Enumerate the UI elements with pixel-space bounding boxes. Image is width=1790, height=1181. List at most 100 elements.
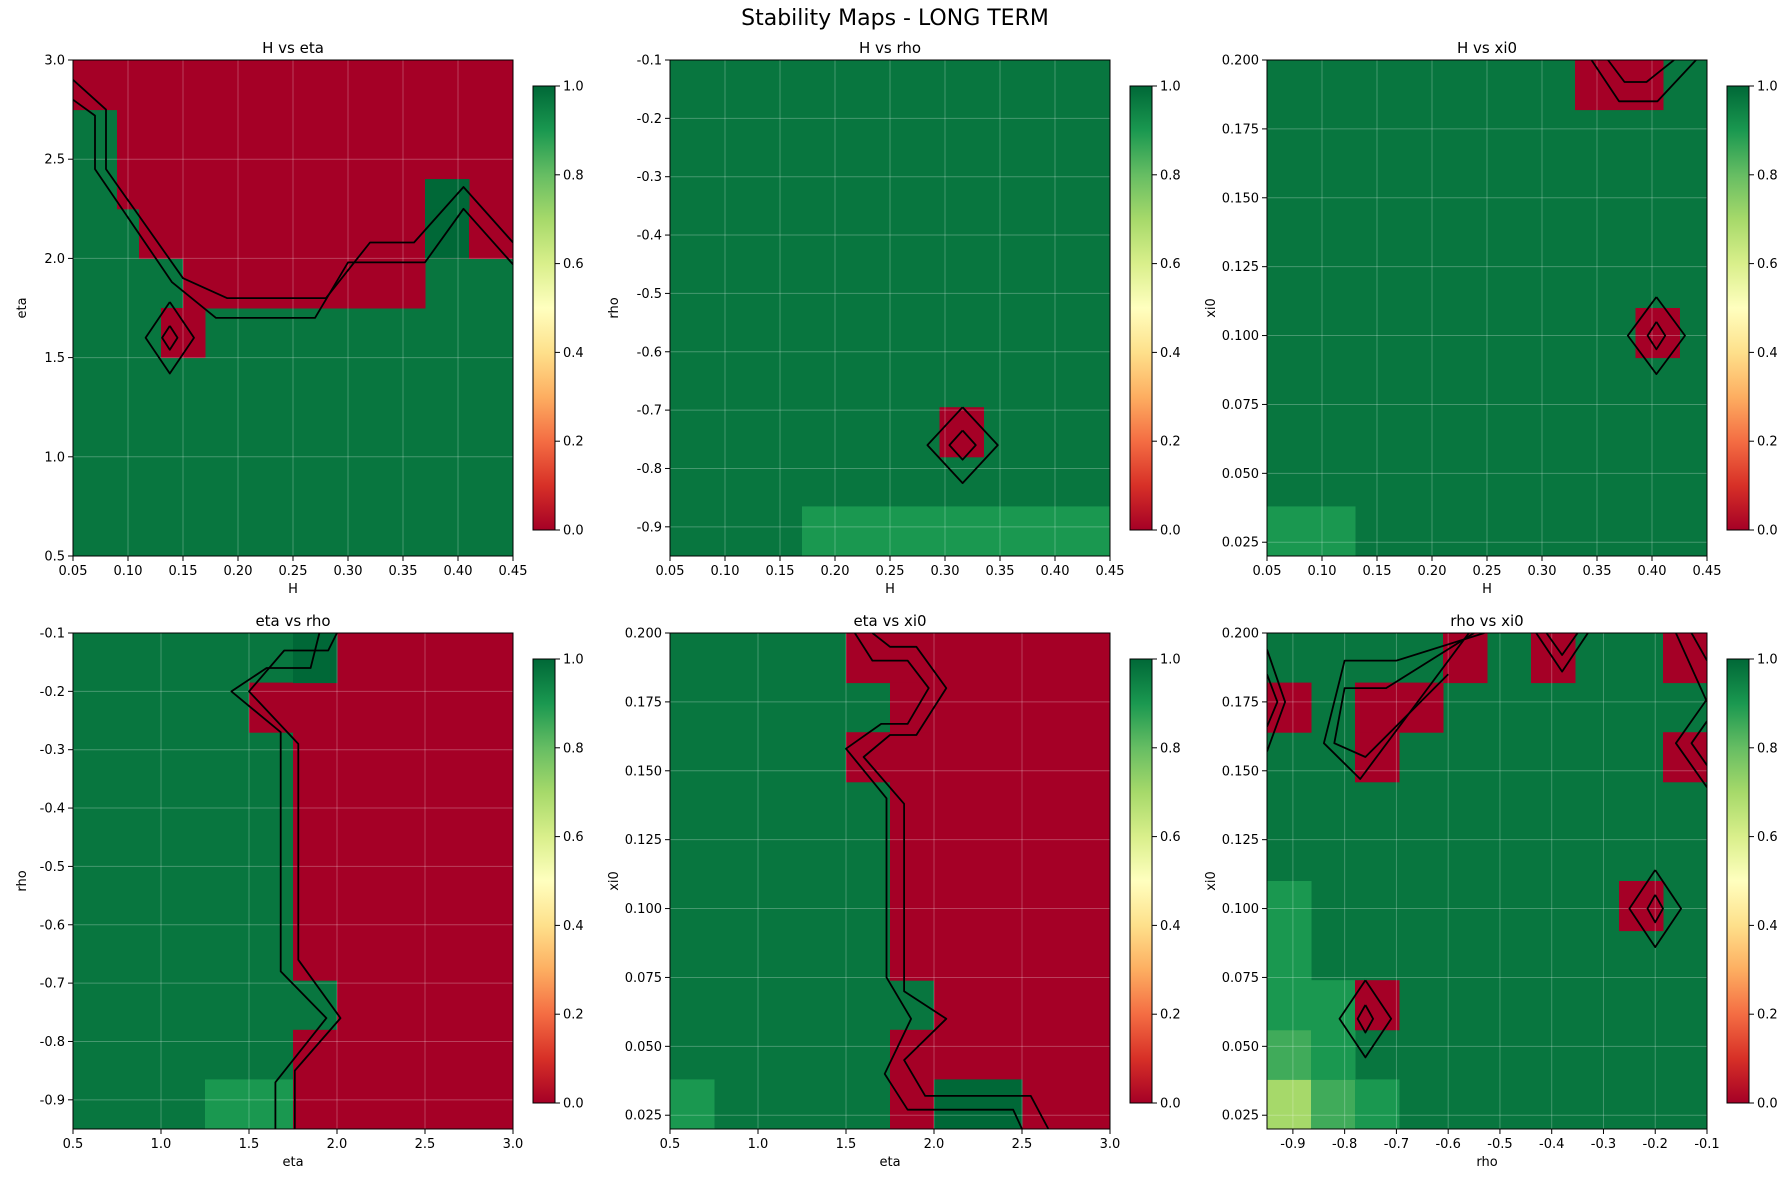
heatmap-cell — [469, 208, 513, 259]
colorbar-tick-label: 0.0 — [1757, 1097, 1778, 1112]
colorbar-tick-label: 0.2 — [563, 1008, 584, 1023]
y-tick-label: -0.8 — [637, 462, 662, 477]
contour-lines — [230, 633, 342, 1129]
colorbar-tick-label: 0.6 — [1160, 257, 1181, 272]
figure-title: Stability Maps - LONG TERM — [741, 6, 1049, 31]
colorbar-tick-label: 0.2 — [1757, 435, 1778, 450]
colorbar: 0.0 0.2 0.4 0.6 0.8 1.0 — [1129, 653, 1181, 1112]
heatmap-background — [670, 60, 1110, 556]
contour-line — [948, 429, 977, 461]
y-tick-label: 0.050 — [1222, 467, 1259, 482]
axes-frame — [669, 632, 1111, 1130]
x-tick-label: -0.4 — [1539, 1137, 1564, 1152]
colorbar: 0.0 0.2 0.4 0.6 0.8 1.0 — [1726, 653, 1778, 1112]
y-tick-label: 2.0 — [44, 252, 65, 267]
heatmap-cell — [1619, 881, 1664, 932]
y-tick-label: 0.175 — [625, 695, 662, 710]
x-tick-label: 0.35 — [1583, 564, 1612, 579]
colorbar-tick-label: 0.0 — [563, 1097, 584, 1112]
heatmap-panel-4: 0.5 1.0 1.5 2.0 2.5 3.0 -0.9 -0.8 -0.7 -0.6 -0.5 -0… — [15, 612, 584, 1170]
x-tick-label: 1.5 — [239, 1137, 260, 1152]
x-tick-label: 0.40 — [444, 564, 473, 579]
colorbar-gradient — [532, 85, 556, 531]
axes-frame — [72, 632, 514, 1130]
heatmap-cell — [293, 633, 338, 981]
contour-line — [1267, 673, 1279, 728]
y-tick-label: 2.5 — [44, 153, 65, 168]
heatmap-cell — [1311, 980, 1356, 1080]
contour-line — [73, 98, 513, 319]
x-tick-label: -0.7 — [1384, 1137, 1409, 1152]
panel-title: eta vs xi0 — [853, 612, 926, 630]
x-tick-label: 0.45 — [1096, 564, 1125, 579]
colorbar: 0.0 0.2 0.4 0.6 0.8 1.0 — [1726, 80, 1778, 539]
contour-line — [73, 79, 513, 299]
y-tick-label: -0.4 — [637, 229, 662, 244]
heatmap-cell — [1267, 506, 1356, 556]
heatmap-cell — [670, 1079, 715, 1129]
y-tick-label: 0.200 — [1222, 627, 1259, 642]
heatmap-cell — [1663, 633, 1707, 684]
colorbar-tick-label: 0.6 — [1757, 257, 1778, 272]
y-tick-label: 0.025 — [1222, 536, 1259, 551]
y-tick-label: -0.9 — [40, 1093, 65, 1108]
colorbar-tick-label: 1.0 — [1757, 653, 1778, 668]
heatmap-cells — [670, 633, 1110, 1129]
contour-line — [1535, 633, 1589, 673]
heatmap-cell — [205, 1079, 294, 1129]
heatmap-panel-6: -0.9 -0.8 -0.7 -0.6 -0.5 -0.4 -0.3 -0.2 -0.1 0.02… — [1204, 612, 1778, 1170]
x-tick-label: 0.25 — [279, 564, 308, 579]
heatmap-cells — [73, 60, 513, 359]
heatmap-cell — [1355, 1079, 1400, 1129]
colorbar-tick-label: 0.0 — [1160, 1097, 1181, 1112]
x-axis-label: H — [885, 582, 895, 597]
contour-line — [1690, 633, 1707, 662]
x-tick-label: 0.45 — [499, 564, 528, 579]
x-tick-label: 3.0 — [1100, 1137, 1121, 1152]
y-axis-label: rho — [15, 870, 30, 891]
x-tick-label: 1.5 — [836, 1137, 857, 1152]
y-axis-label: xi0 — [1204, 298, 1219, 318]
heatmap-cells — [205, 633, 513, 1129]
y-tick-label: 0.050 — [1222, 1040, 1259, 1055]
axes-frame — [1266, 632, 1708, 1130]
x-tick-label: 0.5 — [660, 1137, 681, 1152]
colorbar-tick-label: 0.0 — [563, 524, 584, 539]
x-tick-label: 0.10 — [114, 564, 143, 579]
panel-title: H vs rho — [859, 39, 921, 57]
colorbar-tick-label: 0.6 — [563, 830, 584, 845]
x-tick-label: 0.35 — [389, 564, 418, 579]
contour-line — [1626, 296, 1686, 375]
colorbar-tick-label: 0.8 — [1160, 168, 1181, 183]
x-tick-label: 1.0 — [151, 1137, 172, 1152]
heatmap-cell — [205, 258, 338, 309]
x-tick-label: 0.10 — [711, 564, 740, 579]
heatmap-cell — [293, 633, 338, 684]
heatmap-cells — [802, 407, 1110, 556]
heatmap-cell — [1267, 1029, 1312, 1080]
y-tick-label: 0.100 — [1222, 902, 1259, 917]
colorbar-tick-label: 0.8 — [563, 741, 584, 756]
colorbar-tick-label: 0.4 — [1757, 919, 1778, 934]
y-tick-label: 0.025 — [1222, 1109, 1259, 1124]
y-tick-label: -0.5 — [637, 287, 662, 302]
contour-line — [1628, 869, 1682, 948]
y-tick-label: 0.150 — [1222, 191, 1259, 206]
heatmap-cell — [73, 60, 118, 111]
y-tick-label: 0.150 — [1222, 764, 1259, 779]
contour-line — [1338, 979, 1393, 1059]
heatmap-cell — [1575, 60, 1664, 111]
x-axis-label: eta — [879, 1155, 900, 1170]
colorbar-tick-label: 0.4 — [1160, 346, 1181, 361]
panel-title: H vs xi0 — [1457, 39, 1517, 57]
heatmap-cell — [802, 506, 1110, 556]
y-tick-label: -0.6 — [40, 918, 65, 933]
y-tick-label: 0.050 — [625, 1040, 662, 1055]
y-axis-label: xi0 — [607, 871, 622, 891]
x-axis-label: H — [288, 582, 298, 597]
x-tick-label: 0.05 — [59, 564, 88, 579]
colorbar-tick-label: 0.8 — [1757, 168, 1778, 183]
panel-title: eta vs rho — [255, 612, 330, 630]
x-tick-label: -0.8 — [1332, 1137, 1357, 1152]
